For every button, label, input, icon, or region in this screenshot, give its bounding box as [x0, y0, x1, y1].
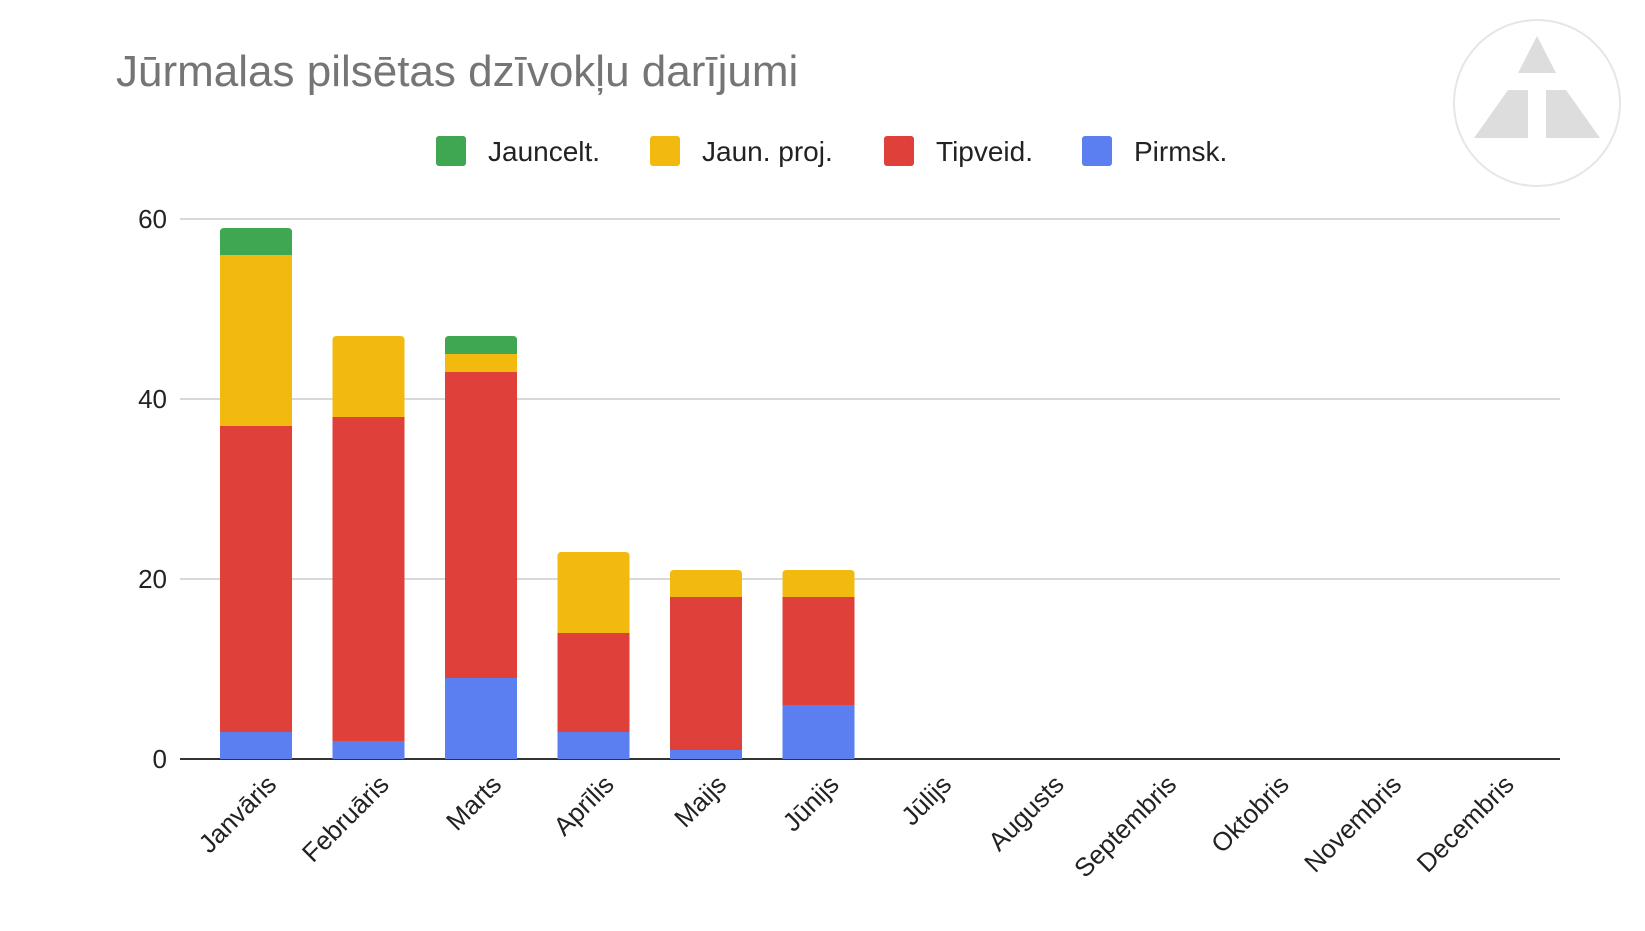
- bar-segment: [445, 678, 517, 759]
- bar-segment: [445, 354, 517, 372]
- y-tick-label: 0: [153, 744, 167, 774]
- bar-segment: [220, 426, 292, 732]
- bar-segment: [220, 255, 292, 426]
- legend-swatch: [1082, 136, 1112, 166]
- triangle-logo-icon: [1453, 19, 1621, 187]
- legend-label: Jaun. proj.: [702, 136, 833, 167]
- legend-label: Jauncelt.: [488, 136, 600, 167]
- bar-segment: [557, 552, 630, 633]
- bar-segment: [782, 597, 855, 705]
- legend-swatch: [436, 136, 466, 166]
- bar-segment: [220, 732, 292, 759]
- bar-segment: [332, 741, 405, 759]
- legend-swatch: [650, 136, 680, 166]
- x-tick-label: Februāris: [296, 769, 395, 868]
- chart-gridlines: [180, 218, 1560, 760]
- x-axis-ticks: Janvāris Februāris Marts Aprīlis Maijs Jūnijs…: [193, 769, 1520, 883]
- chart-title: Jūrmalas pilsētas dzīvokļu darījumi: [116, 47, 798, 96]
- x-tick-label: Oktobris: [1205, 769, 1295, 859]
- x-tick-label: Septembris: [1068, 769, 1182, 883]
- bar-segment: [557, 633, 630, 732]
- x-tick-label: Marts: [440, 769, 507, 836]
- x-tick-label: Augusts: [982, 769, 1070, 857]
- bar-segment: [332, 417, 405, 741]
- bar-segment: [670, 750, 742, 759]
- y-axis-ticks: 0 20 40 60: [138, 204, 167, 774]
- chart-legend: Jauncelt. Jaun. proj. Tipveid. Pirmsk.: [436, 136, 1227, 167]
- bar-segment: [670, 570, 742, 597]
- y-tick-label: 20: [138, 564, 167, 594]
- bar-segment: [557, 732, 630, 759]
- bar-segment: [782, 705, 855, 759]
- legend-label: Pirmsk.: [1134, 136, 1227, 167]
- bar-segment: [445, 372, 517, 678]
- x-tick-label: Decembris: [1411, 769, 1520, 878]
- x-tick-label: Aprīlis: [547, 769, 619, 841]
- bar-segment: [332, 336, 405, 417]
- legend-label: Tipveid.: [936, 136, 1033, 167]
- x-tick-label: Jūlijs: [895, 769, 957, 831]
- legend-swatch: [884, 136, 914, 166]
- bar-segment: [220, 228, 292, 255]
- x-tick-label: Novembris: [1298, 769, 1407, 878]
- x-tick-label: Maijs: [668, 769, 732, 833]
- bar-segment: [445, 336, 517, 354]
- x-tick-label: Janvāris: [193, 769, 283, 859]
- x-tick-label: Jūnijs: [777, 769, 845, 837]
- chart-bars: [220, 228, 855, 759]
- bar-segment: [670, 597, 742, 750]
- bar-segment: [782, 570, 855, 597]
- y-tick-label: 60: [138, 204, 167, 234]
- y-tick-label: 40: [138, 384, 167, 414]
